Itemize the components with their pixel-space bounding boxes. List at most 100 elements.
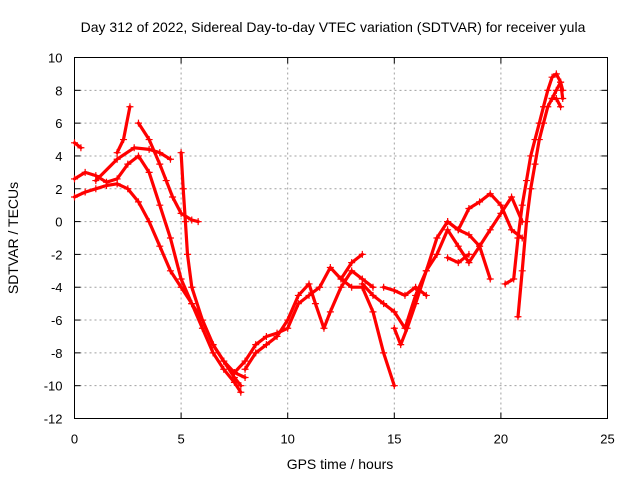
data-point: [81, 168, 89, 176]
series-line: [339, 277, 396, 388]
x-tick-labels: 0 5 10 15 20 25: [71, 432, 615, 447]
data-point: [476, 242, 484, 250]
data-point: [369, 283, 377, 291]
data-point: [120, 136, 128, 144]
data-point: [252, 349, 260, 357]
data-point: [390, 308, 398, 316]
data-point: [209, 341, 217, 349]
data-point: [294, 291, 302, 299]
data-point: [531, 160, 539, 168]
data-point: [433, 234, 441, 242]
data-point: [380, 300, 388, 308]
data-point: [92, 177, 100, 185]
data-point: [220, 357, 228, 365]
data-point: [326, 264, 334, 272]
series-line: [392, 195, 524, 347]
series-line: [72, 154, 243, 394]
data-point: [390, 287, 398, 295]
data-point: [390, 382, 398, 390]
data-point: [81, 188, 89, 196]
data-point: [380, 283, 388, 291]
data-point: [71, 139, 78, 147]
data-point: [444, 254, 452, 262]
data-point: [514, 234, 522, 242]
data-point: [397, 341, 405, 349]
data-point: [113, 155, 121, 163]
x-tick-label: 0: [71, 432, 78, 447]
data-point: [102, 181, 110, 189]
data-point: [145, 136, 153, 144]
data-point: [403, 324, 411, 332]
data-point: [241, 365, 249, 373]
data-point: [465, 259, 473, 267]
y-tick-label: -12: [44, 412, 63, 427]
data-point: [552, 86, 560, 94]
data-point: [230, 369, 238, 377]
x-tick-label: 5: [177, 432, 184, 447]
data-point: [540, 119, 548, 127]
data-point: [188, 300, 196, 308]
series-arc-2: [71, 180, 249, 381]
data-point: [237, 388, 245, 396]
grid-lines: [74, 57, 608, 419]
data-point: [179, 185, 187, 193]
data-point: [113, 149, 121, 157]
data-point: [518, 201, 526, 209]
data-point: [71, 193, 78, 201]
data-point: [181, 218, 189, 226]
data-point: [535, 136, 543, 144]
data-point: [412, 283, 420, 291]
data-point: [241, 373, 249, 381]
data-point: [454, 259, 462, 267]
data-point: [358, 250, 366, 258]
y-tick-label: 8: [55, 83, 62, 98]
data-point: [444, 226, 452, 234]
y-tick-label: -10: [44, 379, 63, 394]
data-point: [156, 149, 164, 157]
data-point: [510, 275, 518, 283]
y-tick-label: -8: [51, 346, 63, 361]
data-point: [130, 144, 138, 152]
data-point: [162, 177, 170, 185]
data-point: [544, 86, 552, 94]
data-point: [273, 332, 281, 340]
data-point: [401, 291, 409, 299]
data-point: [348, 267, 356, 275]
y-tick-label: -6: [51, 313, 63, 328]
data-point: [518, 267, 526, 275]
data-point: [548, 95, 556, 103]
series-arc-9: [241, 267, 377, 373]
series-arc-16: [501, 70, 567, 288]
data-point: [198, 316, 206, 324]
data-point: [422, 291, 430, 299]
data-point: [156, 242, 164, 250]
data-point: [486, 275, 494, 283]
chart-title: Day 312 of 2022, Sidereal Day-to-day VTE…: [81, 19, 586, 35]
series-line: [550, 80, 565, 101]
data-point: [422, 267, 430, 275]
series-line: [446, 220, 492, 281]
x-tick-label: 20: [494, 432, 508, 447]
series-arc-1: [71, 152, 245, 396]
data-point: [522, 218, 530, 226]
data-point: [348, 259, 356, 267]
data-point: [177, 275, 185, 283]
data-point: [348, 283, 356, 291]
data-point: [444, 218, 452, 226]
series-line: [115, 105, 132, 155]
data-point: [390, 324, 398, 332]
data-point: [557, 78, 565, 86]
y-tick-label: 6: [55, 116, 62, 131]
series-arc-3: [113, 103, 134, 157]
data-point: [188, 216, 196, 224]
data-point: [548, 73, 556, 81]
data-point: [412, 300, 420, 308]
data-point: [337, 283, 345, 291]
series-line: [360, 192, 524, 330]
data-point: [369, 308, 377, 316]
series-line: [72, 141, 83, 150]
data-point: [145, 218, 153, 226]
data-point: [177, 283, 185, 291]
data-point: [284, 324, 292, 332]
